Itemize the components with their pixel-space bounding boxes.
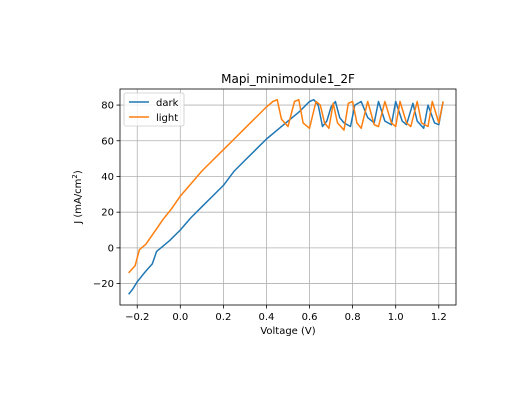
- x-axis-label: Voltage (V): [260, 326, 315, 337]
- y-axis-label-suffix: ): [73, 170, 84, 174]
- x-tick-label: 1.2: [431, 312, 447, 323]
- x-tick-label: 0.4: [259, 312, 275, 323]
- y-tick-label: 80: [101, 101, 114, 112]
- x-tick-label: −0.2: [125, 312, 149, 323]
- y-axis-label-superscript: 2: [71, 174, 79, 178]
- plot-frame: [119, 88, 457, 306]
- series-line-light: [128, 98, 444, 274]
- x-tick-label: 0.2: [215, 312, 231, 323]
- y-tick-label: −20: [93, 279, 114, 290]
- x-axis-ticks: −0.2 0.0 0.2 0.4 0.6 0.8 1.0 1.2: [125, 305, 447, 323]
- y-tick-label: 20: [101, 208, 114, 219]
- y-axis-ticks: −20 0 20 40 60 80: [93, 101, 120, 290]
- y-axis-label-main: J (mA/cm: [73, 179, 84, 225]
- series-lines: [128, 98, 444, 295]
- y-tick-label: 0: [108, 243, 114, 254]
- x-tick-label: 0.0: [172, 312, 188, 323]
- chart-title: Mapi_minimodule1_2F: [221, 72, 355, 86]
- y-axis-label: J (mA/cm2): [71, 170, 84, 225]
- legend-label-light: light: [156, 113, 178, 124]
- x-tick-label: 1.0: [388, 312, 404, 323]
- x-tick-label: 0.6: [302, 312, 318, 323]
- x-tick-label: 0.8: [345, 312, 361, 323]
- y-tick-label: 60: [101, 136, 114, 147]
- series-line-dark: [128, 98, 444, 295]
- y-tick-label: 40: [101, 172, 114, 183]
- legend: dark light: [123, 92, 185, 127]
- legend-label-dark: dark: [156, 98, 179, 109]
